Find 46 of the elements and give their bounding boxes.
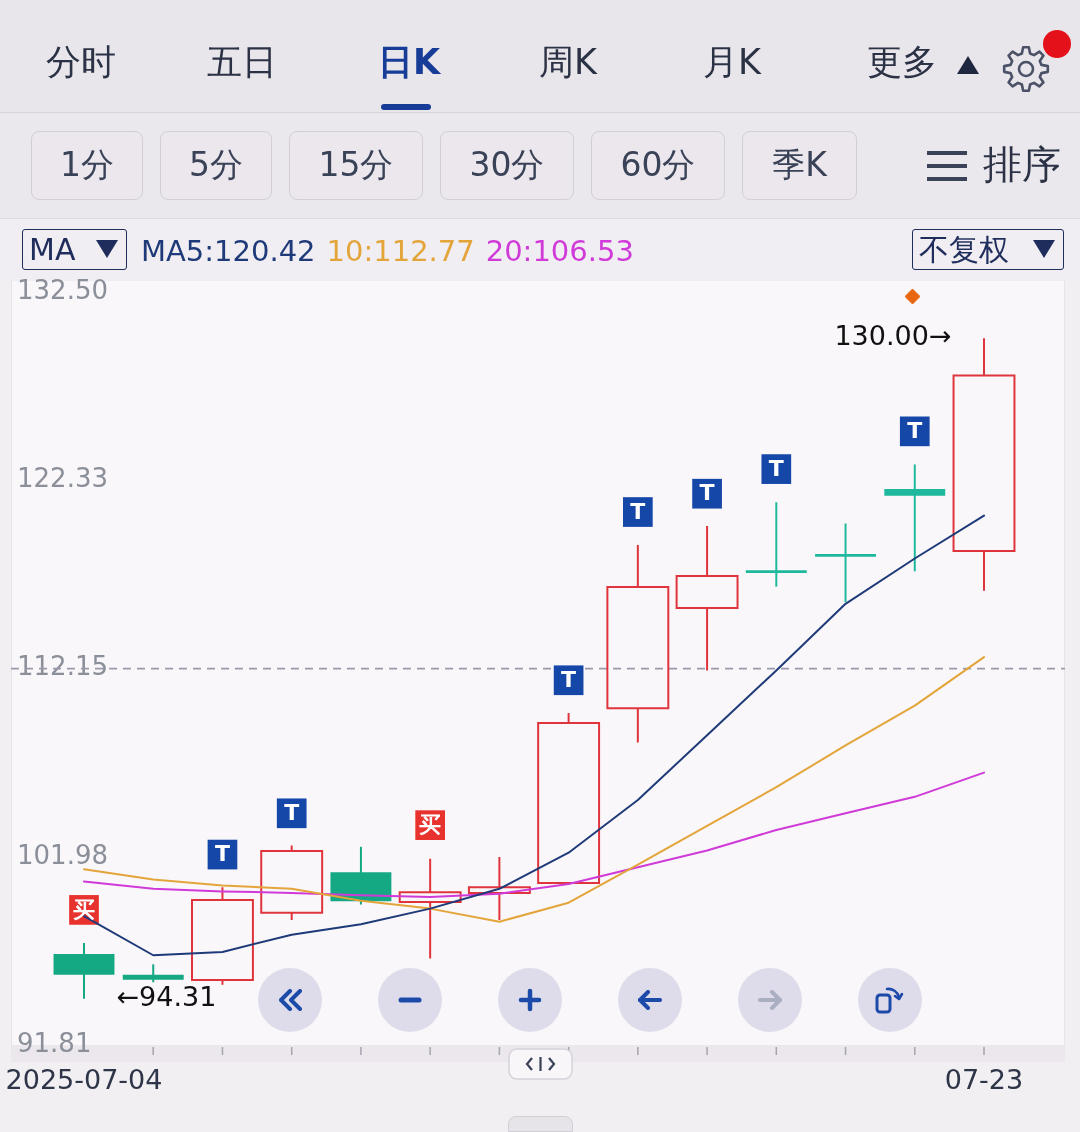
- data-label: T: [284, 800, 300, 826]
- data-label: T: [768, 455, 784, 481]
- data-label: T: [630, 498, 646, 524]
- y-tick-label: 91.81: [17, 1027, 92, 1058]
- candlestick: [606, 543, 670, 744]
- text: 五日: [207, 41, 277, 84]
- x-tick-label: 07-23: [944, 1064, 1024, 1096]
- dropdown-button: 不复权: [912, 229, 1064, 270]
- y-tick-label: 101.98: [17, 839, 108, 870]
- candlestick: [952, 337, 1016, 592]
- text: 更多: [867, 41, 937, 84]
- text: 周K: [539, 41, 597, 84]
- period-button: 1分: [31, 131, 143, 200]
- data-label: 买: [73, 896, 95, 922]
- text: 10:112.77: [326, 234, 475, 268]
- period-button: 60分: [591, 131, 725, 200]
- period-button: 15分: [289, 131, 423, 200]
- candlestick: [537, 712, 601, 886]
- y-tick-label: 122.33: [17, 462, 108, 493]
- period-button: 5分: [160, 131, 272, 200]
- annotation: 130.00→: [834, 320, 952, 352]
- data-label: T: [561, 666, 577, 692]
- annotation: ←94.31: [116, 980, 217, 1012]
- candlestick: [191, 886, 254, 986]
- text: 月K: [703, 41, 761, 84]
- y-tick-label: 112.15: [17, 651, 108, 682]
- period-button: 30分: [440, 131, 574, 200]
- candlestick: [398, 857, 462, 960]
- text: 日K: [377, 41, 441, 84]
- x-tick-label: 2025-07-04: [5, 1064, 163, 1096]
- data-label: T: [699, 480, 715, 506]
- text: MA5:120.42: [141, 234, 316, 268]
- text: 分时: [46, 41, 116, 84]
- data-label: 买: [419, 811, 442, 837]
- data-label: T: [907, 418, 923, 444]
- period-button: 季K: [742, 131, 857, 200]
- candlestick: [675, 524, 739, 672]
- text: 排序: [983, 141, 1061, 189]
- candlestick: [260, 844, 324, 922]
- candlestick: [884, 463, 946, 573]
- text: 20:106.53: [485, 234, 634, 268]
- dropdown-button: MA: [22, 229, 127, 270]
- data-label: T: [214, 841, 230, 867]
- candlestick: [745, 501, 807, 588]
- y-tick-label: 132.50: [17, 274, 108, 305]
- candlestick: [467, 855, 531, 922]
